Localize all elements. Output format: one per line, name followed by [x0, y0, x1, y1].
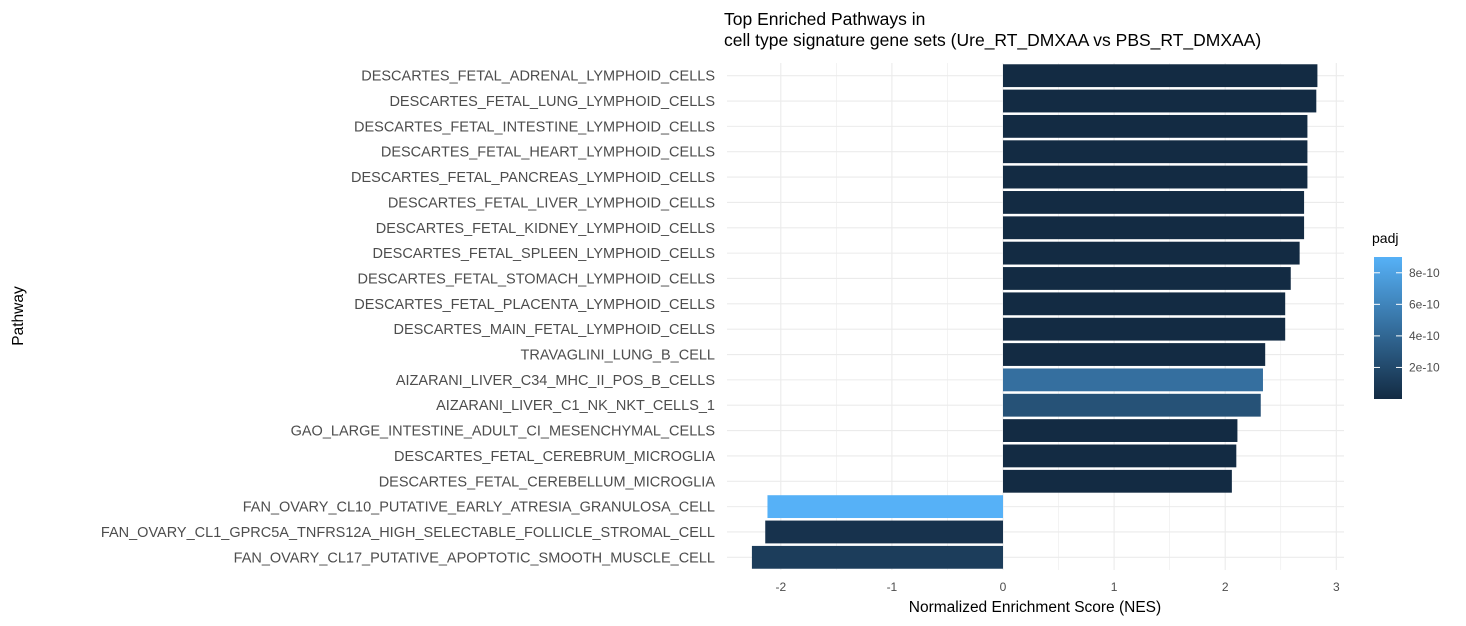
bar [1003, 140, 1308, 164]
category-label: AIZARANI_LIVER_C34_MHC_II_POS_B_CELLS [396, 373, 715, 389]
category-label: DESCARTES_FETAL_SPLEEN_LYMPHOID_CELLS [373, 246, 716, 262]
legend-title: padj [1372, 230, 1398, 246]
category-label: GAO_LARGE_INTESTINE_ADULT_CI_MESENCHYMAL… [291, 424, 715, 440]
x-tick-label: 0 [1000, 580, 1007, 594]
bar [1003, 165, 1308, 189]
x-axis-title: Normalized Enrichment Score (NES) [909, 599, 1161, 616]
x-tick-label: 2 [1222, 580, 1229, 594]
x-tick-label: -1 [887, 580, 898, 594]
legend-tick-label: 6e-10 [1409, 297, 1440, 311]
chart-title: Top Enriched Pathways in cell type signat… [724, 9, 1261, 51]
bar [1003, 393, 1261, 417]
category-label: DESCARTES_FETAL_CEREBRUM_MICROGLIA [394, 449, 715, 465]
legend-tick-label: 2e-10 [1409, 360, 1440, 374]
bar [1003, 114, 1308, 138]
category-label: DESCARTES_FETAL_KIDNEY_LYMPHOID_CELLS [376, 221, 715, 237]
legend-tick-label: 8e-10 [1409, 266, 1440, 280]
bar [765, 520, 1003, 544]
bar [1003, 343, 1266, 366]
bar [1003, 419, 1238, 442]
bar [767, 495, 1003, 519]
legend-colorbar [1374, 257, 1402, 399]
category-label: DESCARTES_MAIN_FETAL_LYMPHOID_CELLS [393, 322, 715, 338]
x-tick-label: -2 [775, 580, 786, 594]
bar [1003, 267, 1291, 290]
category-label: DESCARTES_FETAL_CEREBELLUM_MICROGLIA [379, 474, 716, 490]
category-label: DESCARTES_FETAL_PLACENTA_LYMPHOID_CELLS [354, 297, 715, 313]
category-label: DESCARTES_FETAL_ADRENAL_LYMPHOID_CELLS [361, 69, 715, 85]
x-axis-tick-labels: -2 -1 0 1 2 3 [775, 580, 1339, 594]
y-axis-category-labels: DESCARTES_FETAL_ADRENAL_LYMPHOID_CELLS DE… [101, 69, 715, 567]
bars [751, 64, 1318, 569]
x-tick-label: 1 [1111, 580, 1118, 594]
bar [1003, 469, 1232, 493]
x-tick-label: 3 [1333, 580, 1340, 594]
category-label: FAN_OVARY_CL1_GPRC5A_TNFRS12A_HIGH_SELEC… [101, 525, 715, 541]
chart-title-line: cell type signature gene sets (Ure_RT_DM… [724, 30, 1261, 51]
grid-lines [727, 63, 1344, 570]
category-label: TRAVAGLINI_LUNG_B_CELL [521, 348, 715, 364]
category-label: DESCARTES_FETAL_STOMACH_LYMPHOID_CELLS [357, 271, 715, 287]
bar [751, 545, 1003, 569]
category-label: FAN_OVARY_CL10_PUTATIVE_EARLY_ATRESIA_GR… [243, 500, 715, 516]
bar [1003, 216, 1305, 240]
chart-title-line: Top Enriched Pathways in [724, 9, 925, 29]
padj-legend: padj 2e-10 4e-10 6e-10 8e-10 [1372, 230, 1440, 399]
bar [1003, 89, 1317, 113]
legend-ticks: 2e-10 4e-10 6e-10 8e-10 [1374, 266, 1440, 374]
category-label: DESCARTES_FETAL_LUNG_LYMPHOID_CELLS [389, 94, 715, 110]
bar [1003, 317, 1286, 341]
bar [1003, 64, 1318, 88]
category-label: DESCARTES_FETAL_PANCREAS_LYMPHOID_CELLS [351, 170, 715, 186]
legend-tick-label: 4e-10 [1409, 329, 1440, 343]
bar [1003, 191, 1305, 214]
category-label: FAN_OVARY_CL17_PUTATIVE_APOPTOTIC_SMOOTH… [234, 550, 715, 566]
bar [1003, 241, 1300, 265]
bar [1003, 368, 1263, 392]
bar [1003, 292, 1286, 316]
category-label: DESCARTES_FETAL_INTESTINE_LYMPHOID_CELLS [354, 119, 715, 135]
category-label: AIZARANI_LIVER_C1_NK_NKT_CELLS_1 [436, 398, 715, 414]
y-axis-title: Pathway [10, 286, 27, 346]
bar [1003, 444, 1237, 468]
category-label: DESCARTES_FETAL_LIVER_LYMPHOID_CELLS [388, 195, 715, 211]
category-label: DESCARTES_FETAL_HEART_LYMPHOID_CELLS [381, 145, 715, 161]
